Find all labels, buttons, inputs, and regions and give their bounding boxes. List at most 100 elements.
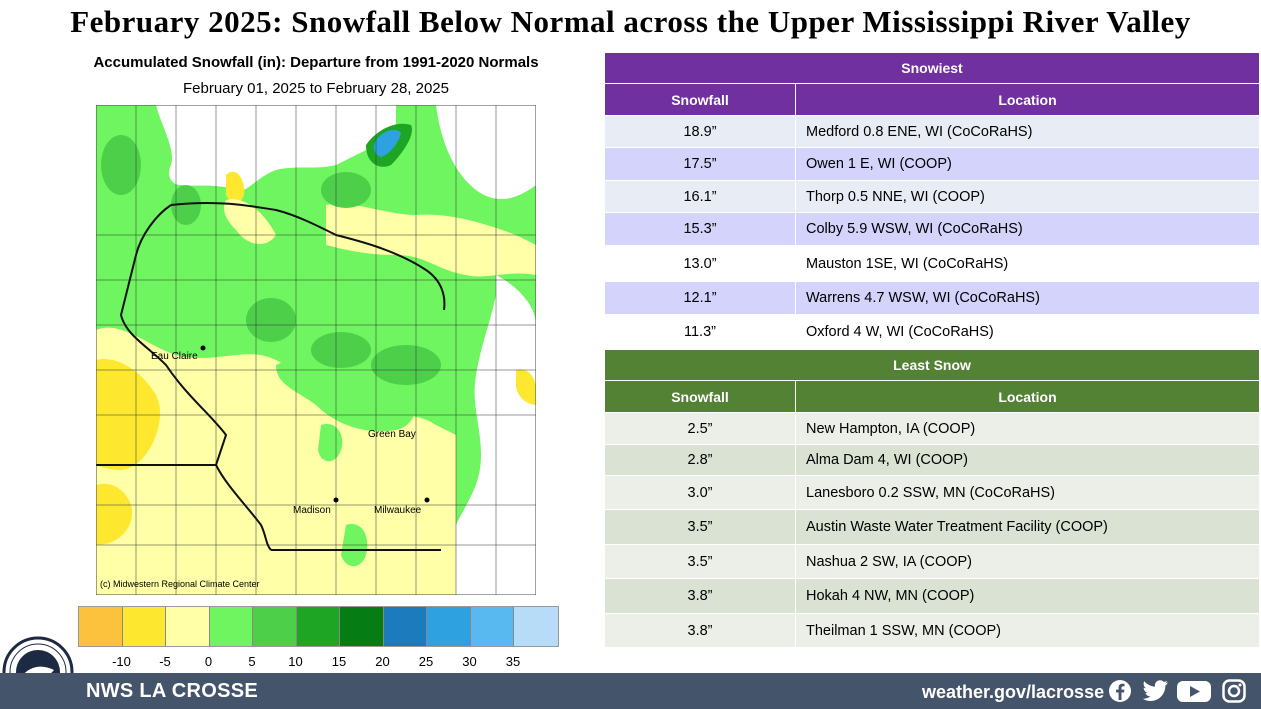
table-row: 3.8” Theilman 1 SSW, MN (COOP) (604, 613, 1261, 648)
deficit-area-southwest (96, 483, 132, 545)
snow-area-central (276, 359, 415, 432)
location-cell: Owen 1 E, WI (COOP) (795, 147, 1260, 181)
legend-swatch (79, 607, 123, 646)
website-link[interactable]: weather.gov/lacrosse (922, 682, 1105, 702)
heavier-snow-patch-6 (101, 135, 141, 195)
madison-label: Madison (293, 505, 331, 516)
location-cell: Austin Waste Water Treatment Facility (C… (794, 509, 1261, 545)
legend-tick-label: 20 (375, 654, 390, 669)
map-title: Accumulated Snowfall (in): Departure fro… (93, 54, 539, 71)
legend-swatch (383, 607, 427, 646)
lake-michigan (444, 275, 536, 595)
snowfall-cell: 13.0” (604, 245, 796, 282)
snowfall-cell: 15.3” (604, 212, 796, 246)
page-title: February 2025: Snowfall Below Normal acr… (70, 4, 1191, 39)
deficit-area-west (96, 359, 161, 470)
legend-tick-label: 30 (462, 654, 477, 669)
legend-swatch (122, 607, 166, 646)
snowfall-departure-map-panel: Accumulated Snowfall (in): Departure fro… (60, 50, 600, 670)
snowfall-cell: 2.8” (604, 444, 796, 476)
table-row: 11.3” Oxford 4 W, WI (CoCoRaHS) (604, 314, 1260, 349)
lake-superior-east (436, 105, 536, 200)
milwaukee-label: Milwaukee (374, 505, 422, 516)
snowfall-cell: 3.5” (604, 544, 796, 579)
state-boundaries (96, 201, 446, 551)
location-cell: Oxford 4 W, WI (CoCoRaHS) (795, 314, 1260, 349)
snowfall-cell: 2.5” (604, 412, 796, 445)
location-cell: Lanesboro 0.2 SSW, MN (CoCoRaHS) (794, 475, 1261, 510)
office-name: NWS LA CROSSE (86, 680, 259, 702)
legend-swatch (296, 607, 340, 646)
snowiest-table: Snowiest Snowfall Location 18.9” Medford … (604, 52, 1260, 349)
pale-area-north-central (224, 199, 276, 245)
location-cell: Warrens 4.7 WSW, WI (CoCoRaHS) (795, 281, 1260, 315)
legend-tick-label: 10 (288, 654, 303, 669)
least-snow-col-location: Location (794, 380, 1261, 413)
location-cell: Nashua 2 SW, IA (COOP) (794, 544, 1261, 579)
twitter-icon[interactable] (1141, 679, 1169, 703)
legend-tick-label: 5 (248, 654, 256, 669)
table-row: 13.0” Mauston 1SE, WI (CoCoRaHS) (604, 245, 1260, 282)
pale-anomaly-north (326, 203, 536, 277)
color-legend (78, 606, 559, 647)
snowiest-col-location: Location (795, 83, 1260, 116)
instagram-icon[interactable] (1222, 679, 1246, 703)
snowiest-col-snowfall: Snowfall (604, 83, 796, 116)
legend-tick-label: -10 (112, 654, 131, 669)
green-bay-label: Green Bay (368, 429, 416, 440)
facebook-icon[interactable] (1108, 679, 1132, 703)
deficit-area-east (516, 369, 536, 405)
youtube-icon[interactable] (1176, 679, 1212, 703)
legend-swatch (514, 607, 558, 646)
snowiest-table-title: Snowiest (604, 52, 1260, 84)
table-row: 2.8” Alma Dam 4, WI (COOP) (604, 444, 1261, 476)
location-cell: Theilman 1 SSW, MN (COOP) (794, 613, 1261, 648)
madison-dot (333, 497, 339, 503)
heavier-snow-patch-4 (171, 185, 201, 225)
table-row: 3.0” Lanesboro 0.2 SSW, MN (CoCoRaHS) (604, 475, 1261, 510)
milwaukee-dot (424, 497, 430, 503)
snowfall-cell: 12.1” (604, 281, 796, 315)
location-cell: Mauston 1SE, WI (CoCoRaHS) (795, 245, 1260, 282)
least-snow-col-snowfall: Snowfall (604, 380, 796, 413)
snowfall-cell: 3.0” (604, 475, 796, 510)
least-snow-table: Least Snow Snowfall Location 2.5” New Ham… (603, 349, 1261, 648)
below-normal-region (96, 327, 456, 595)
table-row: 16.1” Thorp 0.5 NNE, WI (COOP) (604, 180, 1260, 213)
table-row: 18.9” Medford 0.8 ENE, WI (CoCoRaHS) (604, 115, 1260, 148)
legend-tick-label: 35 (505, 654, 521, 669)
table-row: 12.1” Warrens 4.7 WSW, WI (CoCoRaHS) (604, 281, 1260, 315)
heavier-snow-patch-2 (311, 332, 371, 368)
legend-tick-labels: -10 -5 0 5 10 15 20 25 30 35 (78, 654, 556, 670)
table-row: 3.8” Hokah 4 NW, MN (COOP) (604, 578, 1261, 614)
legend-swatch (340, 607, 384, 646)
location-cell: New Hampton, IA (COOP) (794, 412, 1261, 445)
legend-tick-label: 25 (418, 654, 434, 669)
snowfall-cell: 3.5” (604, 509, 796, 545)
location-cell: Thorp 0.5 NNE, WI (COOP) (795, 180, 1260, 213)
location-cell: Medford 0.8 ENE, WI (CoCoRaHS) (795, 115, 1260, 148)
heavier-snow-patch-5 (321, 172, 371, 208)
snowfall-cell: 16.1” (604, 180, 796, 213)
table-row: 17.5” Owen 1 E, WI (COOP) (604, 147, 1260, 181)
legend-tick-label: 0 (204, 654, 213, 669)
table-row: 3.5” Nashua 2 SW, IA (COOP) (604, 544, 1261, 579)
location-cell: Alma Dam 4, WI (COOP) (794, 444, 1261, 476)
legend-swatch (166, 607, 210, 646)
legend-tick-label: -5 (159, 654, 171, 669)
snowfall-cell: 3.8” (604, 613, 796, 648)
legend-swatch (470, 607, 514, 646)
table-row: 3.5” Austin Waste Water Treatment Facilit… (604, 509, 1261, 545)
footer-bar: NWS LA CROSSE weather.gov/lacrosse (0, 673, 1261, 709)
snowfall-cell: 18.9” (604, 115, 796, 148)
map-credit: (c) Midwestern Regional Climate Center (100, 579, 260, 589)
map-date-range: February 01, 2025 to February 28, 2025 (182, 80, 449, 97)
heavier-snow-patch-3 (371, 345, 441, 385)
legend-tick-label: 15 (331, 654, 347, 669)
snowfall-tables: Snowiest Snowfall Location 18.9” Medford … (603, 52, 1261, 648)
snowfall-cell: 3.8” (604, 578, 796, 614)
heavier-snow-patch-1 (246, 298, 296, 342)
legend-swatch (253, 607, 297, 646)
keweenaw-max-snow (373, 129, 401, 157)
eau-claire-dot (200, 345, 206, 351)
